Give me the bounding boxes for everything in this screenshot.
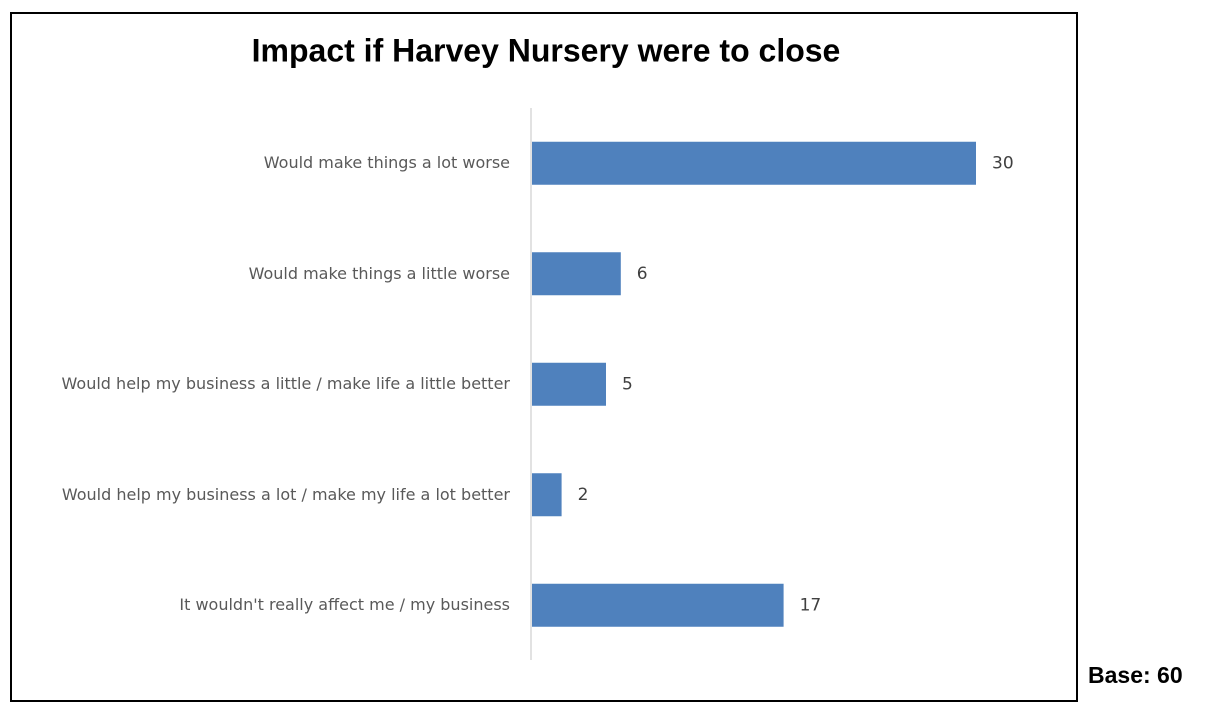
category-label: Would help my business a little / make l… [61, 374, 510, 394]
value-label: 30 [992, 153, 1014, 173]
value-label: 5 [622, 374, 633, 394]
category-label: It wouldn't really affect me / my busine… [179, 595, 510, 615]
bar [532, 141, 976, 185]
value-label: 2 [578, 485, 589, 505]
chart-title: Impact if Harvey Nursery were to close [252, 32, 841, 68]
category-label: Would help my business a lot / make my l… [61, 484, 510, 504]
category-label: Would make things a little worse [248, 263, 510, 283]
bar [532, 252, 621, 296]
bar [532, 583, 784, 627]
bar [532, 362, 606, 406]
value-label: 6 [637, 264, 648, 284]
bar [532, 473, 562, 517]
annotation: Base: 60 [1088, 662, 1183, 688]
value-label: 17 [800, 595, 822, 615]
category-label: Would make things a lot worse [263, 153, 510, 173]
